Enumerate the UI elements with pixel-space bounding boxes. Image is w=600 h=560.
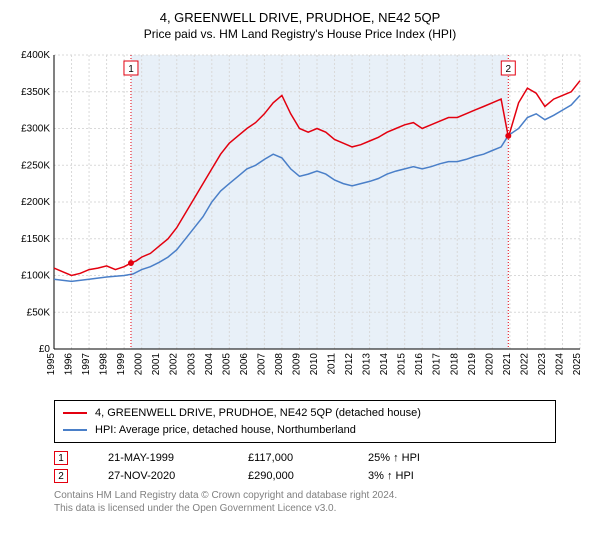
svg-text:1995: 1995 (46, 353, 57, 376)
transaction-price: £117,000 (248, 452, 328, 464)
svg-text:2019: 2019 (467, 353, 478, 376)
svg-text:1996: 1996 (64, 353, 75, 376)
svg-text:£200K: £200K (21, 197, 50, 208)
marker-badge-2: 2 (54, 469, 68, 483)
page-subtitle: Price paid vs. HM Land Registry's House … (10, 27, 590, 41)
svg-text:2006: 2006 (239, 353, 250, 376)
page-title: 4, GREENWELL DRIVE, PRUDHOE, NE42 5QP (10, 10, 590, 25)
svg-text:£400K: £400K (21, 50, 50, 61)
svg-text:£250K: £250K (21, 160, 50, 171)
footer-line: Contains HM Land Registry data © Crown c… (54, 489, 556, 502)
svg-text:2023: 2023 (537, 353, 548, 376)
svg-text:2020: 2020 (484, 353, 495, 376)
legend-label: HPI: Average price, detached house, Nort… (95, 422, 356, 439)
transaction-row: 2 27-NOV-2020 £290,000 3% ↑ HPI (54, 467, 556, 485)
svg-text:2022: 2022 (519, 353, 530, 376)
legend-row: HPI: Average price, detached house, Nort… (63, 422, 547, 439)
svg-text:2000: 2000 (134, 353, 145, 376)
svg-text:1998: 1998 (99, 353, 110, 376)
marker-badge-1: 1 (54, 451, 68, 465)
svg-text:2012: 2012 (344, 353, 355, 376)
svg-text:£50K: £50K (27, 307, 51, 318)
transaction-price: £290,000 (248, 470, 328, 482)
svg-text:2011: 2011 (327, 353, 338, 375)
svg-text:2008: 2008 (274, 353, 285, 376)
svg-text:2017: 2017 (432, 353, 443, 376)
transactions-table: 1 21-MAY-1999 £117,000 25% ↑ HPI 2 27-NO… (54, 449, 556, 485)
price-chart: £0£50K£100K£150K£200K£250K£300K£350K£400… (10, 49, 590, 394)
transaction-delta: 25% ↑ HPI (368, 452, 420, 464)
svg-text:2013: 2013 (362, 353, 373, 376)
svg-text:2: 2 (506, 64, 512, 75)
legend-swatch-hpi (63, 429, 87, 431)
svg-text:2024: 2024 (554, 353, 565, 376)
svg-text:£350K: £350K (21, 87, 50, 98)
svg-text:£100K: £100K (21, 271, 50, 282)
svg-text:2014: 2014 (379, 353, 390, 376)
svg-text:2003: 2003 (186, 353, 197, 376)
svg-text:2016: 2016 (414, 353, 425, 376)
footer-line: This data is licensed under the Open Gov… (54, 502, 556, 515)
svg-text:2002: 2002 (169, 353, 180, 376)
svg-text:2010: 2010 (309, 353, 320, 376)
legend: 4, GREENWELL DRIVE, PRUDHOE, NE42 5QP (d… (54, 400, 556, 443)
svg-text:2001: 2001 (151, 353, 162, 376)
svg-text:2005: 2005 (221, 353, 232, 376)
svg-text:2025: 2025 (572, 353, 583, 376)
transaction-delta: 3% ↑ HPI (368, 470, 414, 482)
transaction-date: 21-MAY-1999 (108, 452, 208, 464)
svg-text:1997: 1997 (81, 353, 92, 376)
svg-text:2009: 2009 (291, 353, 302, 376)
transaction-date: 27-NOV-2020 (108, 470, 208, 482)
legend-row: 4, GREENWELL DRIVE, PRUDHOE, NE42 5QP (d… (63, 405, 547, 422)
svg-text:1: 1 (128, 64, 134, 75)
svg-text:£150K: £150K (21, 234, 50, 245)
svg-text:1999: 1999 (116, 353, 127, 376)
footer: Contains HM Land Registry data © Crown c… (54, 489, 556, 515)
svg-text:2015: 2015 (397, 353, 408, 376)
transaction-row: 1 21-MAY-1999 £117,000 25% ↑ HPI (54, 449, 556, 467)
legend-label: 4, GREENWELL DRIVE, PRUDHOE, NE42 5QP (d… (95, 405, 421, 422)
svg-text:2018: 2018 (449, 353, 460, 376)
chart-svg: £0£50K£100K£150K£200K£250K£300K£350K£400… (10, 49, 590, 389)
svg-text:2004: 2004 (204, 353, 215, 376)
legend-swatch-property (63, 412, 87, 414)
svg-text:£300K: £300K (21, 124, 50, 135)
svg-text:2021: 2021 (502, 353, 513, 376)
svg-text:2007: 2007 (256, 353, 267, 376)
